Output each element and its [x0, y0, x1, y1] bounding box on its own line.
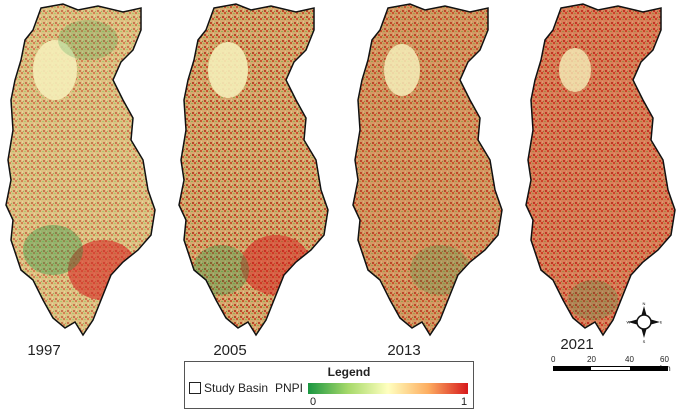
- study-basin-label: Study Basin: [204, 381, 269, 395]
- scale-tick-40: 40: [625, 355, 634, 364]
- compass-icon: N S W E: [627, 301, 664, 344]
- year-label-2005: 2005: [213, 342, 247, 359]
- scale-tick-0: 0: [551, 355, 556, 364]
- ramp-max-label: 1: [461, 396, 468, 408]
- basin-map-1997: [5, 3, 156, 337]
- map-1997: [3, 0, 163, 340]
- map-2005: [176, 0, 336, 340]
- basin-map-2013: [352, 3, 503, 337]
- svg-text:N: N: [643, 301, 646, 306]
- map-2013: [350, 0, 510, 340]
- year-label-2013: 2013: [387, 342, 421, 359]
- study-basin-swatch: [189, 382, 201, 394]
- svg-text:E: E: [660, 320, 662, 325]
- north-arrow-compass: N S W E: [626, 301, 664, 344]
- legend-title: Legend: [327, 365, 371, 379]
- basin-map-2005: [178, 3, 329, 337]
- scale-tick-20: 20: [587, 355, 596, 364]
- pnpi-label: PNPI: [275, 381, 304, 395]
- legend: Legend Study Basin PNPI 0 1: [184, 361, 474, 409]
- scale-bar: 0 20 40 60 km: [551, 355, 681, 377]
- year-label-2021: 2021: [560, 336, 594, 353]
- ramp-min-label: 0: [310, 396, 317, 408]
- year-label-1997: 1997: [27, 342, 61, 359]
- scale-bar-graphic: [553, 366, 668, 371]
- svg-text:S: S: [643, 339, 646, 343]
- map-2021: [523, 0, 683, 340]
- basin-map-2021: [525, 3, 676, 337]
- pnpi-color-ramp: [308, 383, 468, 394]
- svg-text:W: W: [627, 320, 631, 325]
